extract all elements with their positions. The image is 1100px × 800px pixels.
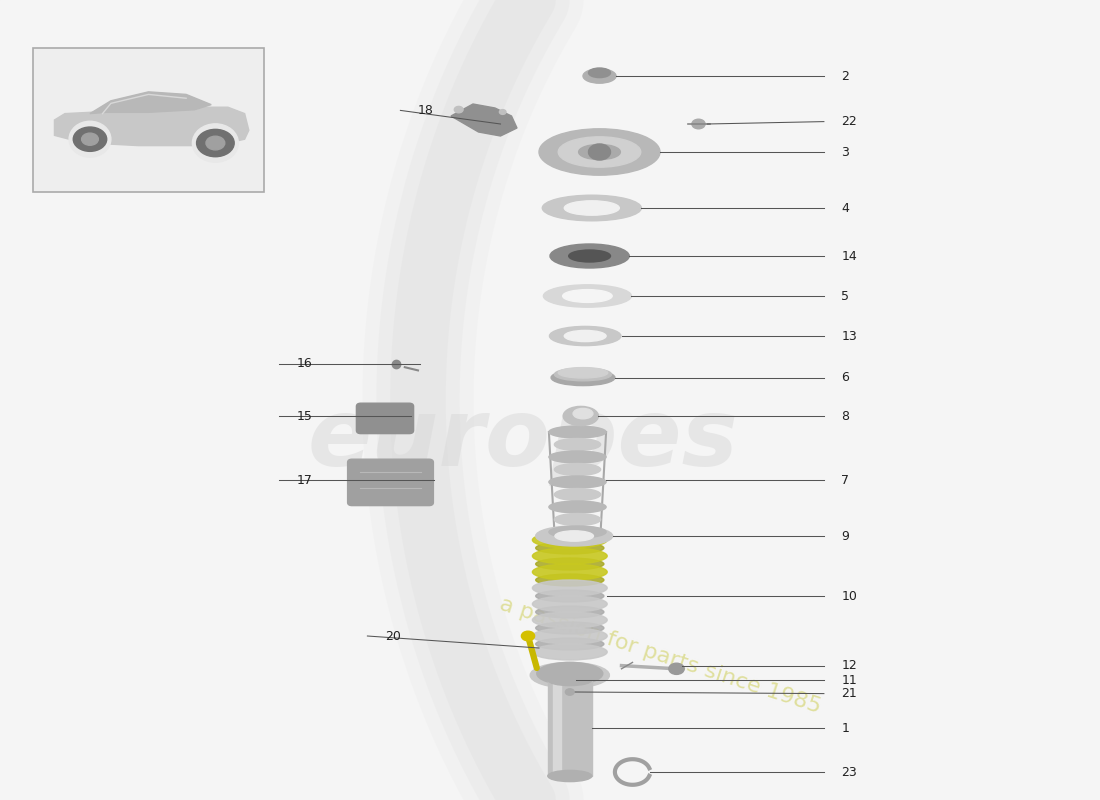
- Ellipse shape: [536, 606, 604, 618]
- Ellipse shape: [558, 367, 607, 378]
- Ellipse shape: [532, 564, 607, 580]
- Text: 23: 23: [842, 766, 857, 778]
- FancyBboxPatch shape: [348, 459, 433, 506]
- Ellipse shape: [556, 531, 594, 542]
- Ellipse shape: [564, 330, 606, 342]
- Ellipse shape: [543, 285, 631, 307]
- Ellipse shape: [536, 622, 604, 634]
- Text: 2: 2: [842, 70, 849, 82]
- Text: 15: 15: [297, 410, 312, 422]
- Ellipse shape: [554, 368, 612, 381]
- Ellipse shape: [549, 501, 606, 513]
- Ellipse shape: [550, 326, 620, 346]
- Ellipse shape: [569, 250, 611, 262]
- Ellipse shape: [549, 526, 606, 538]
- Ellipse shape: [530, 662, 609, 688]
- Circle shape: [564, 676, 575, 684]
- Bar: [33, 48, 264, 192]
- Text: 10: 10: [842, 590, 857, 602]
- Ellipse shape: [554, 514, 601, 526]
- Ellipse shape: [549, 451, 606, 463]
- Ellipse shape: [551, 370, 615, 386]
- Circle shape: [499, 110, 506, 114]
- Ellipse shape: [532, 628, 607, 644]
- Ellipse shape: [532, 612, 607, 628]
- Ellipse shape: [532, 596, 607, 612]
- Ellipse shape: [588, 68, 610, 78]
- Ellipse shape: [537, 662, 603, 685]
- Ellipse shape: [532, 548, 607, 564]
- Ellipse shape: [542, 195, 641, 221]
- Ellipse shape: [558, 137, 640, 167]
- Text: 12: 12: [842, 659, 857, 672]
- Text: 1: 1: [842, 722, 849, 734]
- Ellipse shape: [536, 526, 613, 546]
- Ellipse shape: [536, 590, 604, 602]
- Circle shape: [669, 663, 684, 674]
- Ellipse shape: [549, 426, 606, 438]
- Bar: [548, 680, 592, 776]
- Text: 8: 8: [842, 410, 849, 422]
- Ellipse shape: [550, 244, 629, 268]
- Text: 13: 13: [842, 330, 857, 342]
- Ellipse shape: [564, 201, 619, 215]
- Ellipse shape: [549, 476, 606, 488]
- Ellipse shape: [548, 674, 592, 686]
- Text: 16: 16: [297, 358, 312, 370]
- Circle shape: [565, 689, 574, 695]
- Circle shape: [81, 133, 98, 146]
- Circle shape: [692, 119, 705, 129]
- Polygon shape: [451, 104, 517, 136]
- Ellipse shape: [583, 69, 616, 83]
- Ellipse shape: [536, 574, 604, 586]
- Ellipse shape: [536, 558, 604, 570]
- Text: europes: europes: [308, 394, 739, 486]
- Ellipse shape: [532, 580, 607, 596]
- Ellipse shape: [536, 542, 604, 554]
- Text: 4: 4: [842, 202, 849, 214]
- Text: 18: 18: [418, 104, 433, 117]
- Text: 22: 22: [842, 115, 857, 128]
- Ellipse shape: [579, 144, 620, 160]
- Ellipse shape: [562, 290, 612, 302]
- Ellipse shape: [539, 129, 660, 175]
- Text: 17: 17: [297, 474, 312, 486]
- Circle shape: [74, 127, 107, 151]
- Ellipse shape: [69, 122, 111, 157]
- Text: 3: 3: [842, 146, 849, 158]
- Text: 5: 5: [842, 290, 849, 302]
- Text: 9: 9: [842, 530, 849, 542]
- Ellipse shape: [532, 644, 607, 660]
- Ellipse shape: [192, 124, 239, 162]
- Circle shape: [588, 144, 610, 160]
- Ellipse shape: [554, 463, 601, 475]
- Circle shape: [521, 631, 535, 641]
- Text: 20: 20: [385, 630, 400, 642]
- Text: 6: 6: [842, 371, 849, 384]
- Circle shape: [197, 130, 234, 157]
- FancyBboxPatch shape: [356, 403, 414, 434]
- Ellipse shape: [548, 770, 592, 782]
- Polygon shape: [90, 92, 211, 114]
- Circle shape: [206, 136, 224, 150]
- Ellipse shape: [536, 638, 604, 650]
- Ellipse shape: [563, 406, 598, 426]
- Ellipse shape: [573, 408, 593, 419]
- Bar: [553, 680, 561, 776]
- Text: 7: 7: [842, 474, 849, 486]
- Text: 21: 21: [842, 687, 857, 700]
- Text: a passion for parts since 1985: a passion for parts since 1985: [497, 594, 823, 718]
- Ellipse shape: [532, 532, 607, 548]
- Ellipse shape: [554, 489, 601, 501]
- Text: 14: 14: [842, 250, 857, 262]
- Ellipse shape: [554, 438, 601, 450]
- Polygon shape: [55, 107, 249, 146]
- Text: 11: 11: [842, 674, 857, 686]
- Circle shape: [454, 106, 463, 113]
